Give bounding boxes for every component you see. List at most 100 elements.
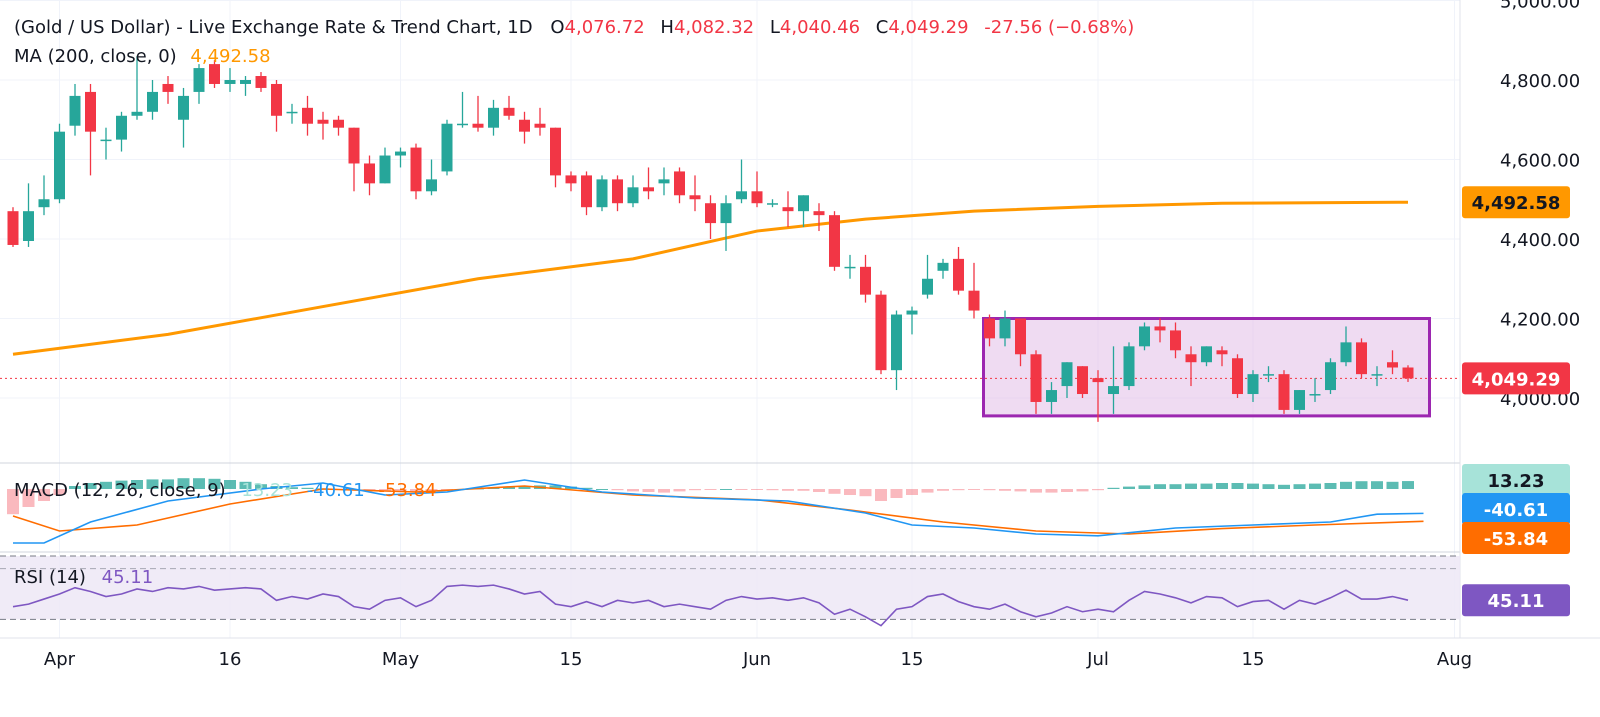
macd-histogram-bar — [518, 486, 531, 489]
macd-histogram-bar — [1371, 481, 1383, 489]
macd-histogram-bar — [1107, 487, 1120, 489]
macd-histogram-bar — [611, 489, 624, 491]
candle-body — [209, 64, 220, 84]
time-tick-label[interactable]: Aug — [1437, 649, 1472, 670]
ma-legend-value: 4,492.58 — [190, 46, 270, 67]
candle-body — [906, 310, 918, 315]
macd-histogram-bar — [410, 489, 422, 492]
candle-body — [891, 314, 902, 371]
candle-body — [1309, 394, 1321, 396]
candle-body — [1030, 354, 1042, 402]
macd-histogram-bar — [115, 480, 128, 489]
macd-histogram-bar — [224, 480, 236, 489]
price-tick-label[interactable]: 4,400.00 — [1500, 230, 1580, 251]
candle-body — [503, 107, 515, 116]
candle-body — [596, 179, 608, 208]
rsi-band-fill — [0, 556, 1460, 620]
time-axis-ticks[interactable]: Apr 16 May 15 Jun 15 Jul 15 Aug — [44, 649, 1472, 670]
price-tag: 4,492.58 — [1472, 193, 1561, 214]
macd-histogram-bar — [766, 489, 779, 491]
macd-histogram-bar — [1045, 489, 1058, 493]
time-tick-label[interactable]: Jul — [1086, 649, 1109, 670]
macd-histogram-bar — [239, 481, 252, 489]
candle-body — [69, 95, 81, 126]
change-value: -27.56 (−0.68%) — [984, 17, 1134, 38]
time-tick-label[interactable]: Jun — [742, 649, 771, 670]
macd-histogram-bar — [146, 479, 159, 489]
rsi-tag: 45.11 — [1488, 591, 1545, 612]
macd-histogram-bar — [1185, 483, 1197, 489]
macd-histogram-bar — [425, 489, 438, 491]
consolidation-box-layer — [982, 317, 1431, 418]
candle-body — [674, 171, 685, 196]
candle-body — [643, 187, 654, 192]
candle-body — [162, 83, 174, 92]
macd-histogram-bar — [208, 478, 221, 489]
candle-body — [534, 123, 546, 128]
time-tick-label[interactable]: 15 — [1242, 649, 1265, 670]
macd-histogram-bar — [875, 489, 887, 501]
macd-histogram-bar — [1123, 486, 1135, 489]
macd-histogram-bar — [1324, 483, 1337, 489]
candle-body — [286, 111, 298, 114]
candle-body — [1232, 358, 1243, 395]
macd-histogram-bar — [813, 489, 825, 492]
macd-hist-tag: 13.23 — [1488, 471, 1545, 492]
rsi-legend: RSI (14) 45.11 — [14, 567, 153, 588]
macd-histogram-bar — [999, 489, 1011, 491]
low-value: 4,040.46 — [780, 17, 860, 38]
candle-body — [38, 199, 50, 208]
candle-body — [705, 203, 716, 224]
rsi-line — [12, 584, 1409, 627]
candle-body — [1201, 346, 1212, 363]
macd-legend: MACD (12, 26, close, 9) 13.23 -40.61 -53… — [14, 480, 436, 501]
time-tick-label[interactable]: 15 — [901, 649, 924, 670]
candle-body — [937, 262, 949, 271]
candle-body — [1216, 350, 1228, 355]
time-tick-label[interactable]: 15 — [560, 649, 583, 670]
candle-body — [627, 187, 639, 204]
price-tick-label[interactable]: 5,000.00 — [1500, 0, 1580, 13]
candle-body — [984, 318, 995, 339]
price-tick-label[interactable]: 4,200.00 — [1500, 310, 1580, 331]
macd-line-tag-bg — [1462, 493, 1570, 525]
macd-histogram-bar — [1262, 484, 1275, 489]
rsi-tag-bg — [1462, 584, 1570, 617]
candle-body — [1015, 318, 1026, 355]
macd-histogram-bar — [1386, 481, 1399, 489]
candle-body — [1356, 342, 1367, 375]
macd-histogram-bar — [301, 487, 314, 489]
macd-histogram-bar — [751, 489, 763, 490]
macd-legend-label: MACD (12, 26, close, 9) — [14, 480, 226, 501]
candle-body — [1046, 390, 1057, 402]
candle-body — [488, 107, 499, 128]
macd-legend-hist: 13.23 — [241, 480, 293, 501]
macd-histogram-bar — [69, 486, 81, 489]
candle-body — [1061, 362, 1073, 387]
macd-histogram-bar — [720, 489, 732, 490]
price-tick-label[interactable]: 4,600.00 — [1500, 151, 1580, 172]
candle-body — [302, 107, 313, 124]
macd-histogram-bar — [627, 489, 639, 492]
candle-body — [193, 68, 205, 92]
high-label: H — [660, 17, 674, 38]
macd-histogram-bar — [1092, 489, 1104, 491]
time-tick-label[interactable]: May — [382, 649, 420, 670]
symbol-title: (Gold / US Dollar) - Live Exchange Rate … — [14, 17, 533, 38]
candle-body — [178, 95, 189, 120]
macd-legend-signal: -53.84 — [378, 480, 436, 501]
price-tick-label[interactable]: 4,800.00 — [1500, 71, 1580, 92]
macd-histogram-bar — [1278, 484, 1290, 489]
candle-body — [116, 115, 127, 140]
chart-legend-row: (Gold / US Dollar) - Live Exchange Rate … — [14, 17, 1134, 38]
macd-histogram-bar — [1340, 481, 1352, 489]
candle-body — [255, 76, 267, 88]
macd-histogram-bar — [828, 489, 841, 494]
rsi-legend-label: RSI (14) — [14, 567, 86, 588]
candle-body — [720, 203, 732, 224]
time-tick-label[interactable]: 16 — [219, 649, 242, 670]
macd-histogram-bar — [658, 489, 670, 493]
macd-histogram-bar — [1231, 483, 1244, 489]
time-tick-label[interactable]: Apr — [44, 649, 76, 670]
